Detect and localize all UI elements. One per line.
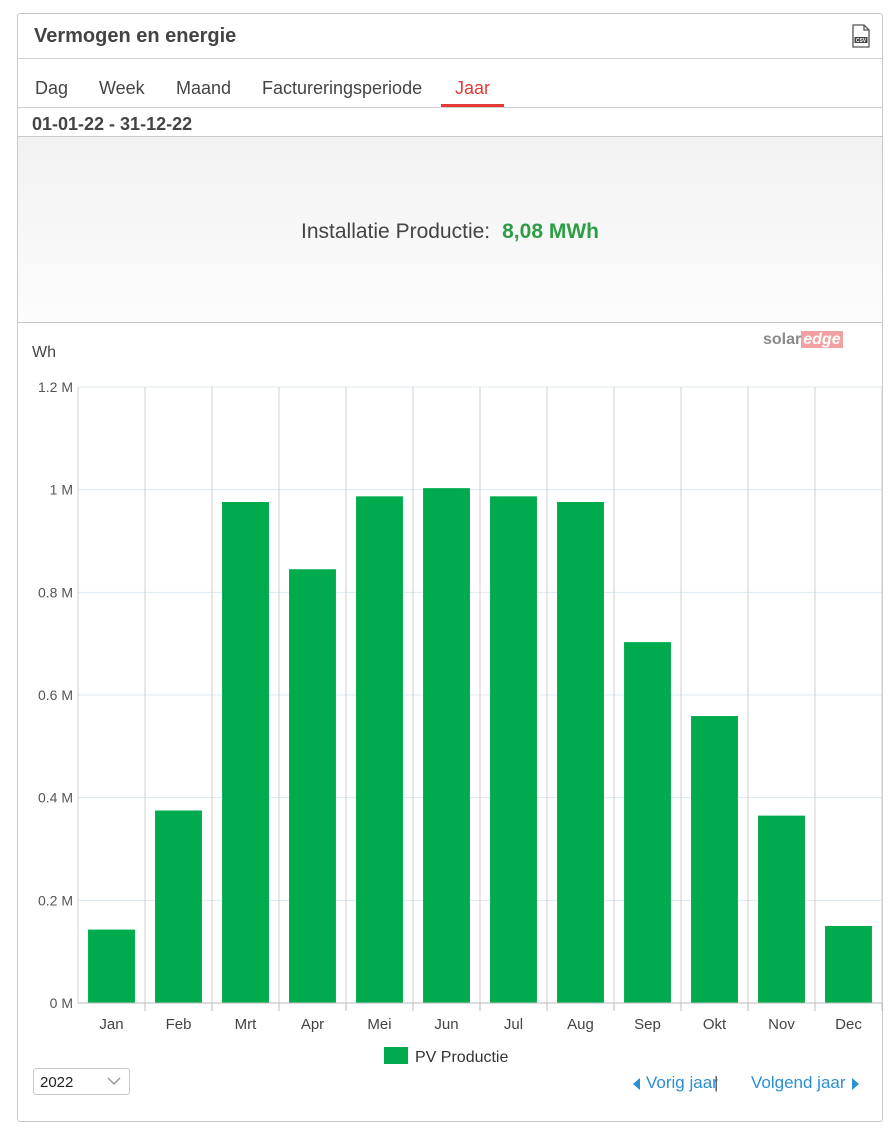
x-tick-label: Okt [703, 1016, 727, 1033]
tab-maand[interactable]: Maand [176, 78, 232, 98]
y-axis-unit-label: Wh [32, 344, 56, 361]
y-tick-label: 1 M [50, 482, 73, 498]
bar-mei [356, 496, 403, 1003]
bar-jun [423, 488, 470, 1003]
tab-dag[interactable]: Dag [35, 78, 69, 98]
period-tabs: Dag Week Maand Factureringsperiode Jaar [18, 60, 882, 108]
x-tick-label: Jan [99, 1016, 123, 1033]
y-tick-label: 0.2 M [38, 892, 73, 908]
solaredge-logo: solar edge [763, 331, 843, 349]
x-tick-label: Jul [504, 1016, 523, 1033]
year-select[interactable]: 2022 [33, 1068, 130, 1095]
legend-label: PV Productie [415, 1049, 508, 1066]
logo-text-edge: edge [801, 331, 843, 348]
x-tick-label: Jun [434, 1016, 458, 1033]
x-tick-label: Mrt [235, 1016, 257, 1033]
y-tick-label: 0.4 M [38, 790, 73, 806]
caret-left-icon [633, 1077, 640, 1090]
nav-separator: | [714, 1073, 719, 1092]
tab-week[interactable]: Week [99, 78, 145, 98]
next-year-link[interactable]: Volgend jaar [751, 1073, 859, 1093]
y-tick-label: 0.6 M [38, 687, 73, 703]
bar-sep [624, 642, 671, 1003]
bar-aug [557, 501, 604, 1003]
panel-header: Vermogen en energie CSV [18, 14, 882, 59]
previous-year-link[interactable]: Vorig jaar [633, 1073, 718, 1093]
x-tick-label: Aug [567, 1016, 594, 1033]
next-year-label: Volgend jaar [751, 1073, 846, 1092]
x-tick-label: Nov [768, 1016, 795, 1033]
date-range: 01-01-22 - 31-12-22 [32, 114, 193, 134]
caret-right-icon [851, 1077, 859, 1090]
chevron-down-icon [107, 1077, 121, 1086]
bar-dec [825, 926, 872, 1003]
tab-factureringsperiode[interactable]: Factureringsperiode [262, 78, 423, 98]
x-tick-label: Apr [301, 1016, 324, 1033]
bar-okt [691, 716, 738, 1003]
x-tick-label: Sep [634, 1016, 661, 1033]
active-tab-indicator [441, 104, 504, 107]
tab-jaar[interactable]: Jaar [455, 78, 491, 98]
summary-line: Installatie Productie: 8,08 MWh [18, 220, 882, 244]
legend-swatch [384, 1047, 408, 1064]
chart-bars [88, 488, 872, 1003]
y-tick-label: 0 M [50, 995, 73, 1011]
panel-title: Vermogen en energie [34, 25, 237, 47]
year-select-value: 2022 [40, 1074, 74, 1091]
production-summary: Installatie Productie: 8,08 MWh [18, 136, 882, 323]
x-tick-label: Feb [166, 1016, 192, 1033]
bar-apr [289, 569, 336, 1003]
chart-legend: PV Productie [384, 1047, 508, 1066]
svg-text:CSV: CSV [856, 38, 867, 44]
chart-grid [77, 386, 883, 1003]
logo-text-solar: solar [763, 331, 802, 348]
summary-label: Installatie Productie: [301, 220, 491, 243]
x-tick-label: Dec [835, 1016, 862, 1033]
x-tick-label: Mei [367, 1016, 391, 1033]
bar-jan [88, 929, 135, 1003]
previous-year-label: Vorig jaar [646, 1073, 718, 1092]
csv-file-icon[interactable]: CSV [851, 24, 871, 48]
y-tick-label: 0.8 M [38, 584, 73, 600]
bar-mrt [222, 501, 269, 1003]
bar-nov [758, 815, 805, 1003]
summary-value: 8,08 MWh [502, 220, 599, 243]
y-tick-label: 1.2 M [38, 379, 73, 395]
chart-axes: Wh 0 M 0.2 M 0.4 M 0.6 M 0.8 M 1 M 1.2 M Jan Feb M… [32, 344, 883, 1033]
bar-jul [490, 496, 537, 1003]
bar-feb [155, 810, 202, 1003]
